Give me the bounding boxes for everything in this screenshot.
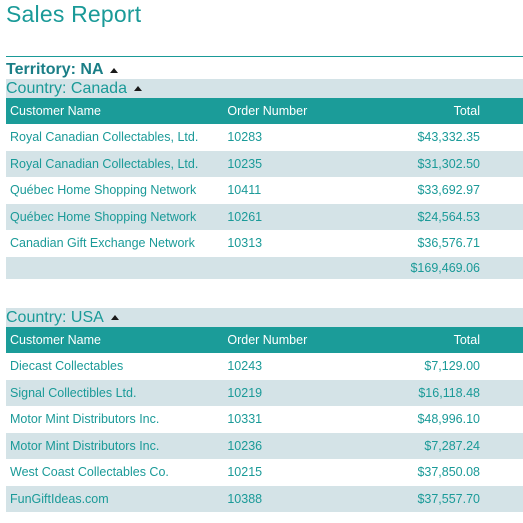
table-row[interactable]: West Coast Collectables Co. 10215 $37,85… [6,459,523,486]
table-row[interactable]: Royal Canadian Collectables, Ltd. 10283 … [6,124,523,151]
title-divider [6,56,523,57]
country-label: Country: Canada [6,79,127,97]
subtotal-row: $169,469.06 [6,256,523,279]
column-header-customer[interactable]: Customer Name [10,104,101,118]
order-cell: 10313 [227,236,263,251]
country-label: Country: USA [6,308,104,326]
total-cell: $24,564.53 [417,209,480,224]
column-header-order[interactable]: Order Number [227,333,308,347]
total-cell: $43,332.35 [417,130,480,145]
country-header-usa: Country: USA [6,308,523,327]
total-cell: $37,557.70 [417,491,480,506]
total-cell: $7,129.00 [424,359,480,374]
column-header-total[interactable]: Total [453,104,480,118]
customer-cell: Signal Collectibles Ltd. [10,385,137,400]
total-cell: $31,302.50 [417,156,480,171]
column-header-total[interactable]: Total [453,333,480,347]
customer-cell: Canadian Gift Exchange Network [10,236,195,251]
table-row[interactable]: Signal Collectibles Ltd. 10219 $16,118.4… [6,379,523,406]
table-header: Customer Name Order Number Total [6,98,523,124]
table-row[interactable]: Québec Home Shopping Network 10261 $24,5… [6,203,523,230]
customer-cell: Motor Mint Distributors Inc. [10,412,160,427]
territory-header: Territory: NA [6,61,118,79]
customer-cell: West Coast Collectables Co. [10,465,169,480]
country-sort-arrow-icon[interactable] [133,86,142,91]
order-cell: 10388 [227,491,263,506]
country-group-canada: Country: Canada Customer Name Order Numb… [6,79,523,279]
customer-cell: Québec Home Shopping Network [10,209,197,224]
country-group-usa: Country: USA Customer Name Order Number … [6,308,523,512]
order-cell: 10215 [227,465,263,480]
subtotal-value: $169,469.06 [410,260,480,275]
column-header-customer[interactable]: Customer Name [10,333,101,347]
customer-cell: Motor Mint Distributors Inc. [10,438,160,453]
territory-label: Territory: NA [6,61,104,78]
territory-sort-arrow-icon[interactable] [109,67,118,73]
customer-cell: Royal Canadian Collectables, Ltd. [10,130,199,145]
order-cell: 10261 [227,209,263,224]
order-cell: 10411 [227,183,262,198]
total-cell: $36,576.71 [417,236,480,251]
country-sort-arrow-icon[interactable] [110,315,119,320]
customer-cell: Québec Home Shopping Network [10,183,197,198]
customer-cell: FunGiftIdeas.com [10,491,109,506]
order-cell: 10236 [227,438,263,453]
table-row[interactable]: Diecast Collectables 10243 $7,129.00 [6,353,523,380]
total-cell: $48,996.10 [417,412,480,427]
table-row[interactable]: Motor Mint Distributors Inc. 10331 $48,9… [6,406,523,433]
order-cell: 10283 [227,130,263,145]
table-header: Customer Name Order Number Total [6,327,523,353]
customer-cell: Royal Canadian Collectables, Ltd. [10,156,199,171]
table-row[interactable]: Royal Canadian Collectables, Ltd. 10235 … [6,150,523,177]
order-cell: 10331 [227,412,263,427]
total-cell: $7,287.24 [424,438,480,453]
order-cell: 10235 [227,156,263,171]
total-cell: $37,850.08 [417,465,480,480]
order-cell: 10243 [227,359,263,374]
order-cell: 10219 [227,385,263,400]
customer-cell: Diecast Collectables [10,359,124,374]
table-row[interactable]: Canadian Gift Exchange Network 10313 $36… [6,230,523,257]
country-header-canada: Country: Canada [6,79,523,98]
report-title: Sales Report [6,1,142,27]
table-row[interactable]: Motor Mint Distributors Inc. 10236 $7,28… [6,432,523,459]
total-cell: $33,692.97 [417,183,480,198]
table-row[interactable]: FunGiftIdeas.com 10388 $37,557.70 [6,485,523,512]
total-cell: $16,118.48 [418,385,480,400]
column-header-order[interactable]: Order Number [227,104,308,118]
table-row[interactable]: Québec Home Shopping Network 10411 $33,6… [6,177,523,204]
